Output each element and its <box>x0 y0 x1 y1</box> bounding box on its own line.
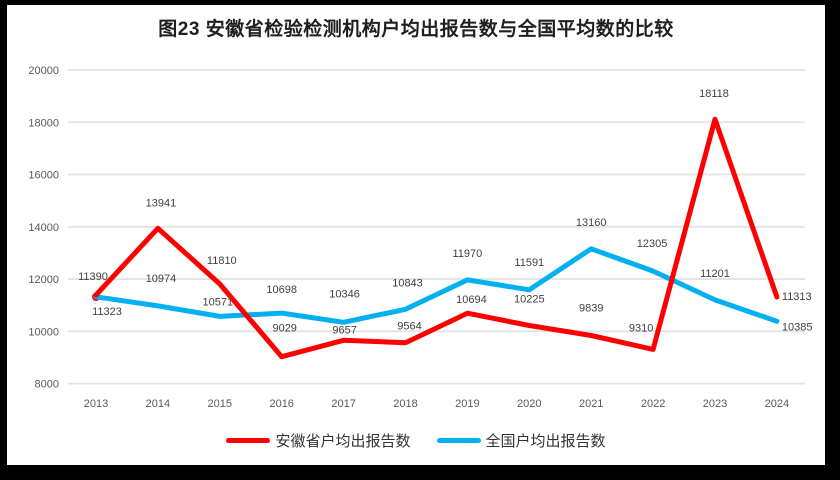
y-tick-label: 12000 <box>28 274 59 286</box>
legend-item-anhui: 安徽省户均出报告数 <box>226 430 411 451</box>
data-label: 10346 <box>329 288 360 300</box>
data-label: 11390 <box>78 271 108 283</box>
x-tick-label: 2021 <box>579 398 603 410</box>
data-label: 12305 <box>637 238 668 250</box>
y-tick-label: 18000 <box>28 117 59 129</box>
data-label: 10843 <box>392 277 423 289</box>
data-label: 9310 <box>629 322 653 334</box>
line-chart: 8000 10000 12000 14000 16000 18000 20000 2013 20… <box>28 65 813 410</box>
data-label: 11201 <box>700 268 730 280</box>
x-tick-label: 2018 <box>393 398 417 410</box>
x-tick-label: 2022 <box>641 398 665 410</box>
data-label: 18118 <box>699 88 729 100</box>
data-label: 10385 <box>782 321 813 333</box>
x-tick-label: 2015 <box>208 398 232 410</box>
data-label: 11810 <box>207 255 237 267</box>
series-line-anhui <box>93 116 780 360</box>
x-tick-label: 2016 <box>269 398 293 410</box>
data-label: 10698 <box>266 284 297 296</box>
data-label: 10974 <box>146 273 177 285</box>
legend-label-national: 全国户均出报告数 <box>485 433 606 450</box>
series-line-national <box>93 246 780 325</box>
x-tick-label: 2017 <box>331 398 355 410</box>
y-tick-label: 20000 <box>28 65 59 77</box>
chart-canvas: 图23 安徽省检验检测机构户均出报告数与全国平均数的比较 8000 10000 12… <box>7 5 825 465</box>
data-label: 10225 <box>514 293 545 305</box>
data-label: 13941 <box>146 197 177 209</box>
data-label: 13160 <box>576 217 607 229</box>
y-tick-label: 10000 <box>28 326 59 338</box>
data-label: 11591 <box>514 257 544 269</box>
data-label: 11323 <box>92 306 122 318</box>
x-tick-label: 2014 <box>146 398 170 410</box>
y-tick-label: 14000 <box>28 222 59 234</box>
data-label: 9839 <box>579 303 603 315</box>
data-label: 9657 <box>332 324 356 336</box>
x-tick-label: 2024 <box>765 398 789 410</box>
x-tick-label: 2023 <box>703 398 727 410</box>
y-tick-label: 8000 <box>35 379 59 391</box>
data-label: 9564 <box>397 321 421 333</box>
data-label: 10694 <box>456 294 487 306</box>
legend-item-national: 全国户均出报告数 <box>436 430 606 451</box>
chart-legend: 安徽省户均出报告数 全国户均出报告数 <box>7 430 825 451</box>
legend-swatch-anhui-icon <box>226 438 271 443</box>
data-label: 9029 <box>272 323 296 335</box>
legend-swatch-national-icon <box>436 438 481 443</box>
x-tick-label: 2019 <box>455 398 479 410</box>
legend-label-anhui: 安徽省户均出报告数 <box>275 433 411 450</box>
chart-title: 图23 安徽省检验检测机构户均出报告数与全国平均数的比较 <box>158 19 674 40</box>
data-label: 10571 <box>203 296 234 308</box>
data-label: 11970 <box>453 248 483 260</box>
x-tick-label: 2020 <box>517 398 541 410</box>
y-tick-label: 16000 <box>28 170 59 182</box>
data-label: 11313 <box>782 291 812 303</box>
x-tick-label: 2013 <box>84 398 108 410</box>
